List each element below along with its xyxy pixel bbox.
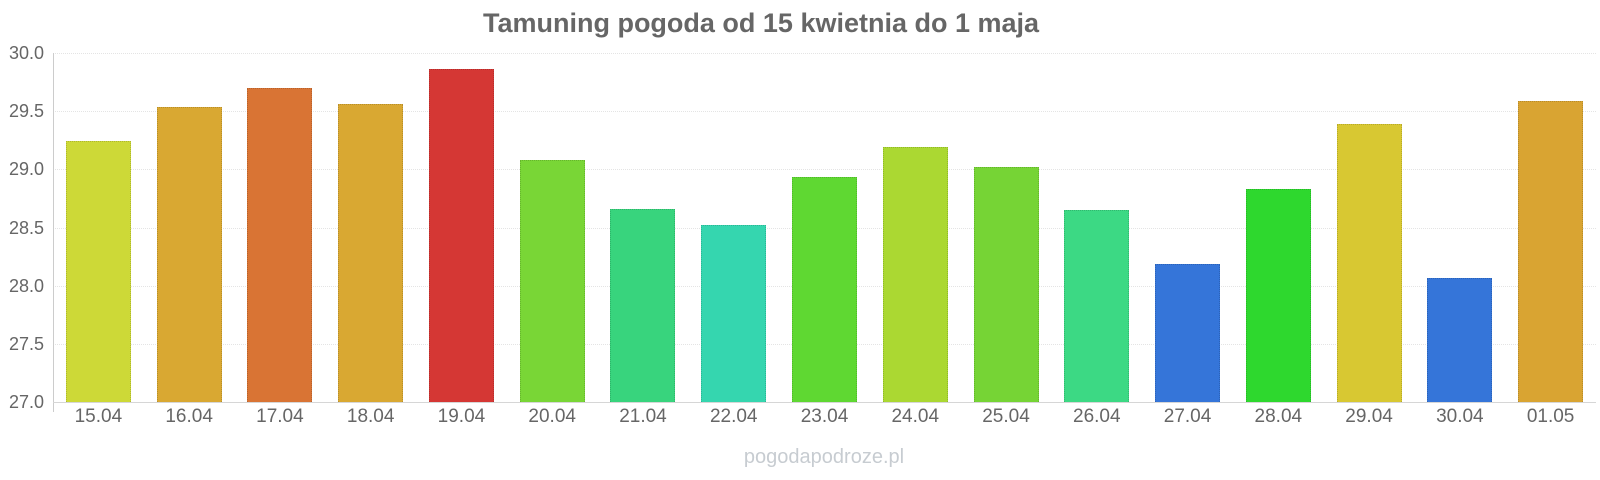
y-axis-label: 29.5 bbox=[8, 101, 44, 122]
x-axis-label-01-05: 01.05 bbox=[1526, 406, 1575, 427]
x-axis-label-21-04: 21.04 bbox=[619, 406, 667, 427]
x-axis-label-24-04: 24.04 bbox=[891, 406, 940, 427]
watermark: pogodapodroze.pl bbox=[743, 446, 905, 468]
x-axis-label-27-04: 27.04 bbox=[1163, 406, 1212, 427]
y-axis-label: 29.0 bbox=[8, 159, 44, 180]
x-axis-label-20-04: 20.04 bbox=[528, 406, 576, 427]
x-axis-label-28-04: 28.04 bbox=[1254, 406, 1303, 427]
bar-19-04[interactable] bbox=[428, 69, 494, 402]
x-axis-label-30-04: 30.04 bbox=[1436, 406, 1484, 427]
gridline-30.0 bbox=[53, 53, 1596, 54]
x-axis-label-15-04: 15.04 bbox=[74, 406, 123, 427]
y-axis-line bbox=[53, 53, 54, 412]
x-axis-label-23-04: 23.04 bbox=[800, 406, 849, 427]
y-axis-label: 28.5 bbox=[8, 217, 44, 238]
bar-01-05[interactable] bbox=[1518, 100, 1584, 402]
x-axis-label-26-04: 26.04 bbox=[1073, 406, 1121, 427]
x-axis-label-22-04: 22.04 bbox=[709, 406, 758, 427]
bar-15-04[interactable] bbox=[65, 141, 131, 402]
x-axis-label-18-04: 18.04 bbox=[346, 406, 395, 427]
gridline-29.0 bbox=[53, 169, 1596, 171]
plot-area bbox=[53, 53, 1596, 402]
bar-17-04[interactable] bbox=[247, 87, 313, 402]
bar-20-04[interactable] bbox=[519, 160, 585, 402]
y-axis-label: 30.0 bbox=[8, 43, 44, 63]
bar-22-04[interactable] bbox=[701, 225, 767, 402]
x-axis-label-29-04: 29.04 bbox=[1345, 406, 1393, 427]
bar-26-04[interactable] bbox=[1064, 210, 1130, 402]
bar-25-04[interactable] bbox=[973, 167, 1039, 402]
x-axis-label-16-04: 16.04 bbox=[165, 406, 213, 427]
bar-27-04[interactable] bbox=[1155, 263, 1221, 402]
y-axis-label: 28.0 bbox=[8, 275, 44, 296]
gridline-29.5 bbox=[53, 111, 1596, 113]
bar-29-04[interactable] bbox=[1336, 123, 1402, 402]
y-axis-label: 27.0 bbox=[8, 392, 44, 412]
x-axis-label-19-04: 19.04 bbox=[437, 406, 486, 427]
bar-30-04[interactable] bbox=[1427, 277, 1493, 402]
y-axis-label: 27.5 bbox=[8, 333, 44, 354]
bar-21-04[interactable] bbox=[610, 208, 676, 402]
bar-23-04[interactable] bbox=[792, 177, 857, 402]
bar-18-04[interactable] bbox=[338, 104, 404, 402]
chart-title: Tamuning pogoda od 15 kwietnia do 1 maja bbox=[482, 8, 1040, 38]
bar-28-04[interactable] bbox=[1245, 189, 1311, 402]
x-axis-label-25-04: 25.04 bbox=[982, 406, 1030, 427]
bar-24-04[interactable] bbox=[882, 147, 948, 402]
bar-16-04[interactable] bbox=[156, 106, 222, 402]
x-axis-label-17-04: 17.04 bbox=[256, 406, 304, 427]
x-axis-line bbox=[53, 402, 1596, 403]
